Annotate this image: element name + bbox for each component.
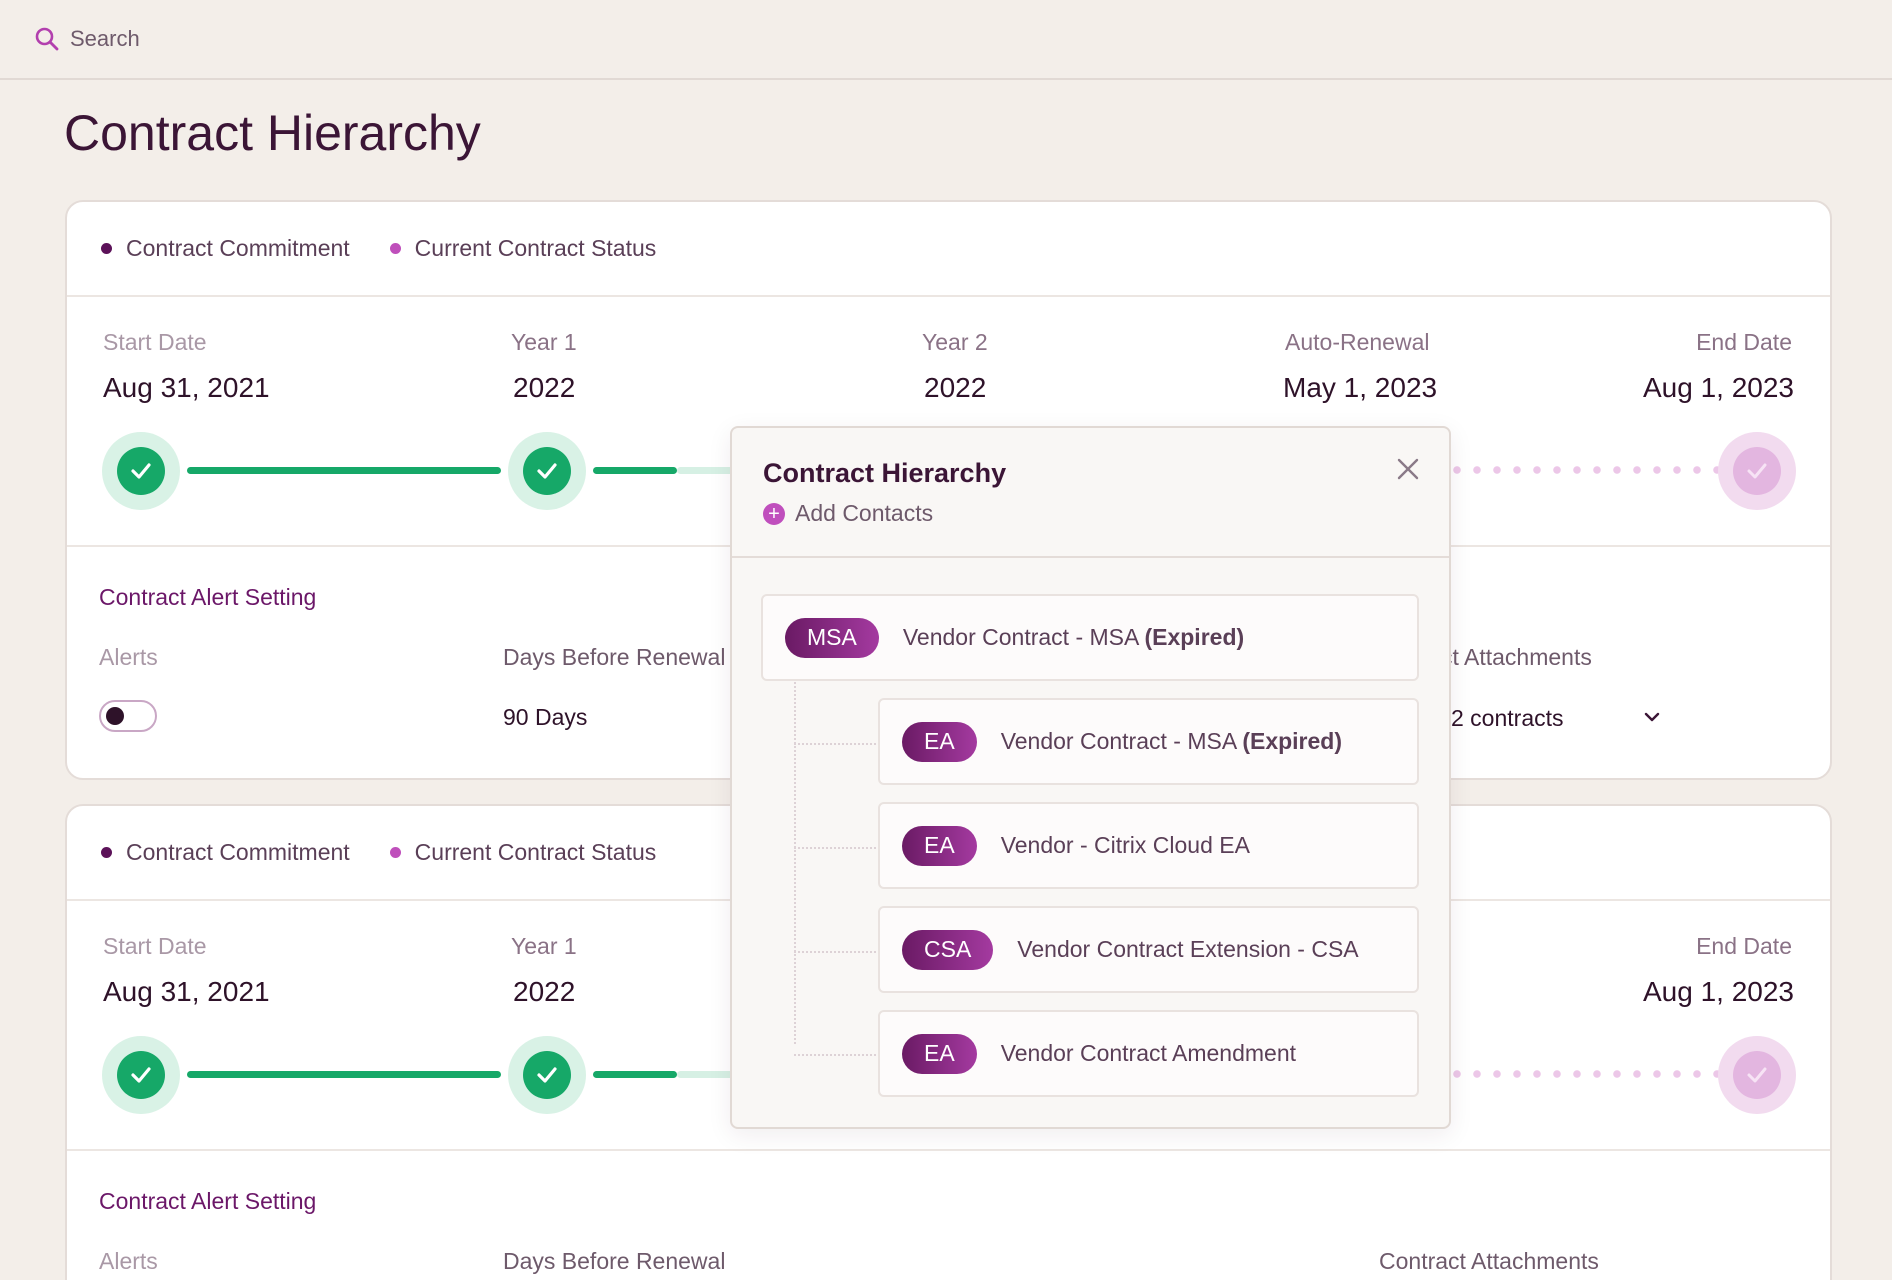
- end-date-value: Aug 1, 2023: [1642, 372, 1794, 403]
- step-year1-complete: [508, 432, 586, 510]
- divider: [67, 1149, 1830, 1151]
- legend-commitment-label: Contract Commitment: [126, 839, 350, 865]
- attachments-label: Contract Attachments: [1379, 1248, 1599, 1274]
- end-date-label: End Date: [1696, 329, 1792, 355]
- legend-dot-icon: [101, 243, 112, 254]
- progress-bar-remaining: [677, 1071, 737, 1078]
- hierarchy-item-ea[interactable]: EA Vendor Contract - MSA (Expired): [878, 698, 1419, 785]
- toggle-knob: [106, 707, 124, 725]
- alert-setting-title: Contract Alert Setting: [99, 1188, 317, 1214]
- days-before-renewal-label: Days Before Renewal: [503, 644, 726, 670]
- alerts-toggle[interactable]: [99, 700, 157, 732]
- contract-status: (Expired): [1144, 624, 1245, 650]
- attachments-select[interactable]: 2 contracts: [1441, 690, 1681, 746]
- legend: Contract Commitment Current Contract Sta…: [67, 202, 1830, 297]
- tree-connector: [794, 847, 888, 849]
- close-icon[interactable]: [1393, 454, 1423, 484]
- legend-status: Current Contract Status: [389, 839, 657, 866]
- tree-connector: [794, 1054, 888, 1056]
- days-before-renewal-value: 90 Days: [503, 704, 588, 730]
- plus-icon: +: [763, 502, 785, 525]
- hierarchy-item-csa[interactable]: CSA Vendor Contract Extension - CSA: [878, 906, 1419, 993]
- step-start-complete: [102, 1036, 180, 1114]
- progress-bar-segment: [187, 1071, 501, 1078]
- year1-label: Year 1: [511, 329, 577, 355]
- legend-commitment: Contract Commitment: [101, 235, 350, 262]
- contract-type-badge: CSA: [902, 929, 994, 970]
- contract-name: Vendor Contract Extension - CSA: [1017, 936, 1359, 962]
- progress-bar-segment: [593, 467, 677, 474]
- check-icon: [537, 463, 557, 479]
- year1-label: Year 1: [511, 933, 577, 959]
- year2-value: 2022: [924, 372, 987, 403]
- popover-header: Contract Hierarchy + Add Contacts: [732, 428, 1449, 558]
- popover-title: Contract Hierarchy: [763, 458, 1007, 488]
- year2-label: Year 2: [922, 329, 988, 355]
- year1-value: 2022: [513, 372, 576, 403]
- attachments-select-value: 2 contracts: [1451, 704, 1564, 731]
- alerts-label: Alerts: [99, 1248, 158, 1274]
- add-contacts-button[interactable]: + Add Contacts: [763, 500, 933, 527]
- start-date-label: Start Date: [103, 329, 207, 355]
- legend-dot-icon: [101, 847, 112, 858]
- tree-connector: [794, 951, 888, 953]
- contract-type-badge: EA: [902, 1033, 977, 1074]
- add-contacts-label: Add Contacts: [795, 500, 934, 526]
- pending-dotted-line: [1447, 466, 1747, 474]
- contract-status: (Expired): [1242, 728, 1342, 754]
- tree-connector: [794, 743, 888, 745]
- contract-type-badge: EA: [902, 825, 977, 866]
- legend-status-label: Current Contract Status: [414, 235, 657, 261]
- check-icon: [1747, 463, 1767, 479]
- progress-bar-remaining: [677, 467, 737, 474]
- legend-dot-icon: [389, 847, 401, 858]
- tree-connector: [794, 678, 796, 1044]
- check-icon: [537, 1067, 557, 1083]
- end-date-label: End Date: [1696, 933, 1792, 959]
- start-date-label: Start Date: [103, 933, 207, 959]
- auto-renewal-label: Auto-Renewal: [1285, 329, 1430, 355]
- hierarchy-item-ea[interactable]: EA Vendor Contract Amendment: [878, 1010, 1419, 1097]
- year1-value: 2022: [513, 976, 576, 1007]
- search-input[interactable]: Search: [70, 26, 140, 51]
- top-bar: Search: [0, 0, 1892, 80]
- contract-hierarchy-popover: Contract Hierarchy + Add Contacts MSA Ve…: [730, 426, 1451, 1129]
- end-date-value: Aug 1, 2023: [1642, 976, 1794, 1007]
- attachments-label: ct Attachments: [1441, 644, 1592, 670]
- contract-type-badge: MSA: [785, 617, 879, 658]
- legend-dot-icon: [389, 243, 401, 254]
- step-start-complete: [102, 432, 180, 510]
- contract-name: Vendor Contract - MSA (Expired): [1000, 728, 1342, 754]
- alerts-label: Alerts: [99, 644, 158, 670]
- auto-renewal-date: May 1, 2023: [1283, 372, 1438, 403]
- legend-commitment: Contract Commitment: [101, 839, 350, 866]
- chevron-down-icon: [1644, 712, 1660, 722]
- hierarchy-item-ea[interactable]: EA Vendor - Citrix Cloud EA: [878, 802, 1419, 889]
- check-icon: [1747, 1067, 1767, 1083]
- progress-bar-segment: [593, 1071, 677, 1078]
- legend-status-label: Current Contract Status: [414, 839, 657, 865]
- pending-dotted-line: [1447, 1070, 1747, 1078]
- days-before-renewal-label: Days Before Renewal: [503, 1248, 726, 1274]
- contract-name: Vendor Contract Amendment: [1000, 1040, 1297, 1066]
- contract-name: Vendor Contract - MSA (Expired): [902, 624, 1245, 650]
- check-icon: [131, 1067, 151, 1083]
- contract-type-badge: EA: [902, 721, 977, 762]
- page-title: Contract Hierarchy: [64, 105, 481, 161]
- hierarchy-item-msa[interactable]: MSA Vendor Contract - MSA (Expired): [761, 594, 1419, 681]
- legend-commitment-label: Contract Commitment: [126, 235, 350, 261]
- contract-name: Vendor - Citrix Cloud EA: [1000, 832, 1250, 858]
- step-end-pending: [1718, 1036, 1796, 1114]
- step-year1-complete: [508, 1036, 586, 1114]
- search-icon[interactable]: [34, 26, 60, 52]
- legend-status: Current Contract Status: [389, 235, 657, 262]
- progress-bar-segment: [187, 467, 501, 474]
- step-end-pending: [1718, 432, 1796, 510]
- start-date-value: Aug 31, 2021: [103, 976, 270, 1007]
- check-icon: [131, 463, 151, 479]
- alert-setting-title: Contract Alert Setting: [99, 584, 317, 610]
- start-date-value: Aug 31, 2021: [103, 372, 270, 403]
